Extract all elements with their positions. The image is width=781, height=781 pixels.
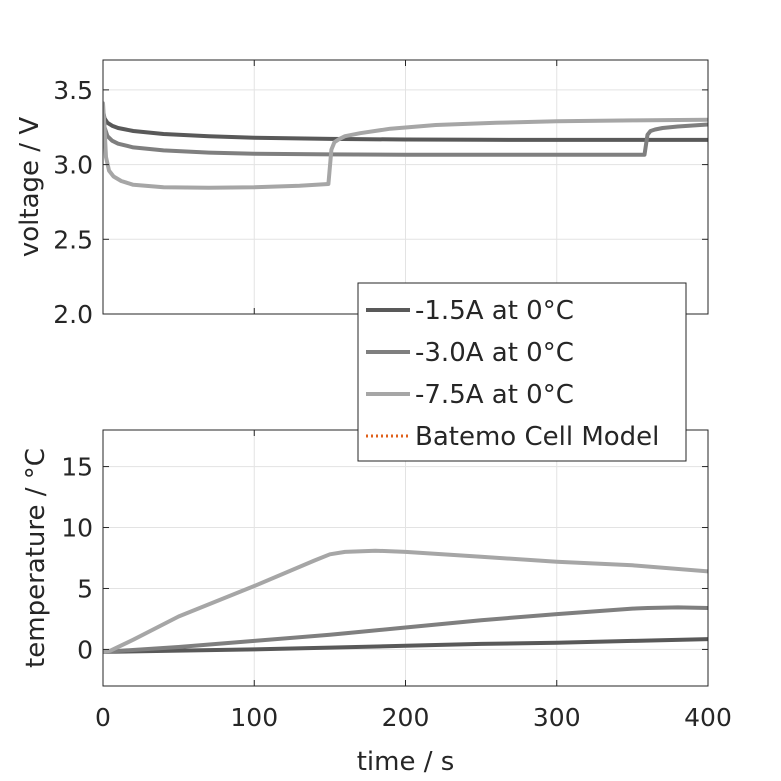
x-tick-label: 400 (684, 703, 732, 732)
temperature-plot: 0 5 10 15 0 100 200 300 400 time / s temperature /… (21, 429, 732, 777)
x-tick-label: 200 (382, 703, 430, 732)
series-line-2 (103, 548, 708, 654)
legend-label: -3.0A at 0°C (415, 338, 574, 368)
series-line-0 (103, 637, 708, 654)
y-axis-label: temperature / °C (21, 448, 51, 668)
series-line-2 (103, 101, 708, 190)
legend-box (357, 282, 687, 462)
legend-label: -7.5A at 0°C (415, 380, 574, 410)
series-line-1 (103, 108, 708, 157)
legend-label: Batemo Cell Model (415, 422, 659, 452)
x-axis-label: time / s (357, 747, 455, 777)
y-tick-label: 15 (61, 453, 93, 482)
y-tick-label: 10 (61, 514, 93, 543)
x-tick-label: 300 (533, 703, 581, 732)
legend: -1.5A at 0°C -3.0A at 0°C -7.5A at 0°C Bate… (357, 282, 687, 462)
y-tick-label: 0 (77, 635, 93, 664)
series-line-1 (103, 605, 708, 654)
legend-label: -1.5A at 0°C (415, 296, 574, 326)
series-group (103, 548, 708, 654)
y-tick-label: 3.5 (53, 76, 93, 105)
y-tick-label: 2.0 (53, 300, 93, 329)
y-tick-label: 3.0 (53, 151, 93, 180)
voltage-plot: 2.0 2.5 3.0 3.5 voltage / V (15, 59, 709, 329)
y-axis-label: voltage / V (15, 117, 45, 257)
x-tick-label: 0 (95, 703, 111, 732)
series-line-0 (103, 108, 708, 142)
series-group (103, 101, 708, 190)
y-tick-label: 2.5 (53, 225, 93, 254)
x-tick-label: 100 (230, 703, 278, 732)
y-tick-label: 5 (77, 574, 93, 603)
